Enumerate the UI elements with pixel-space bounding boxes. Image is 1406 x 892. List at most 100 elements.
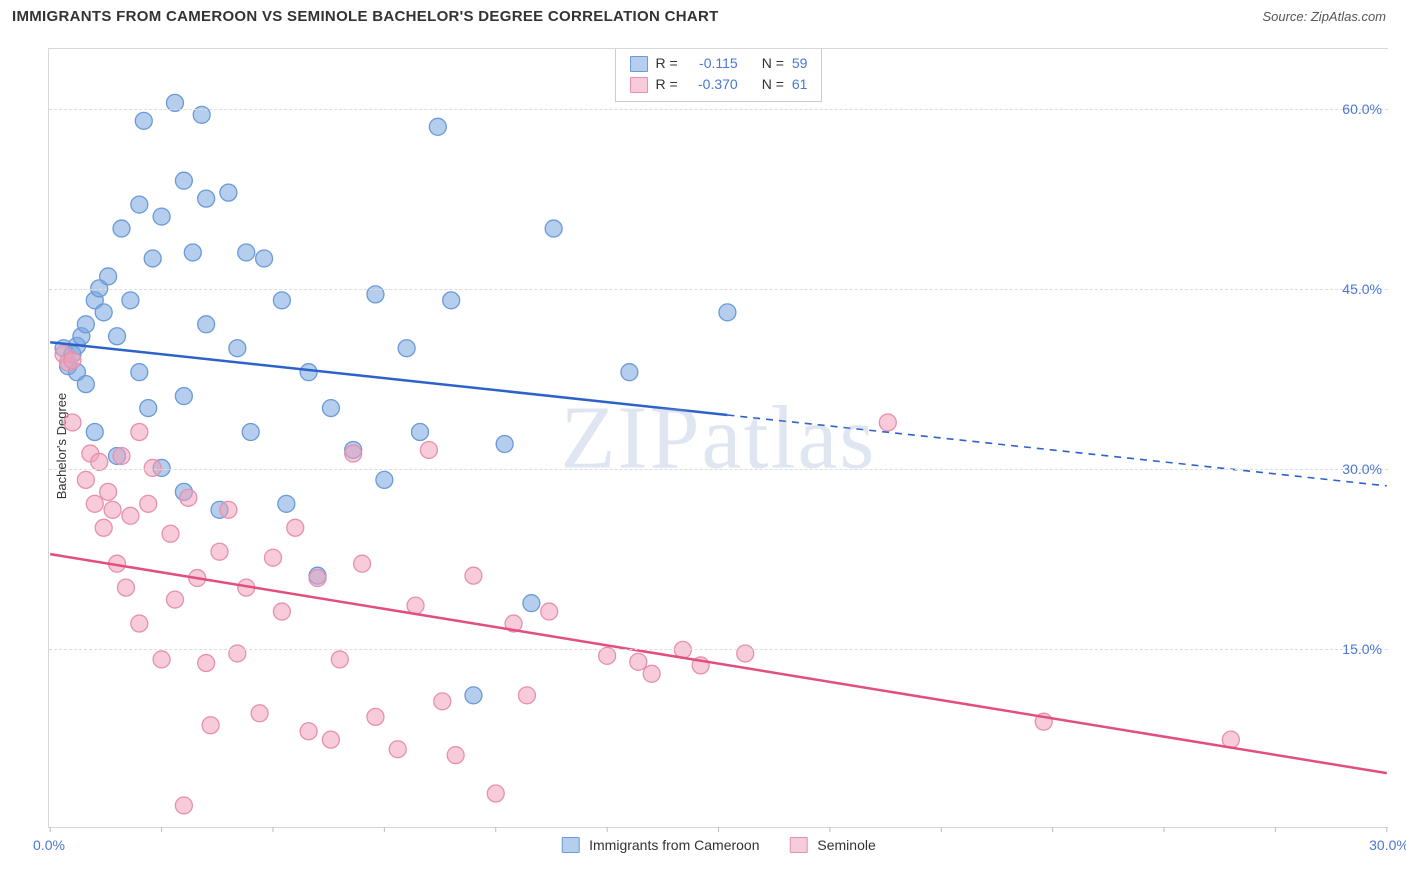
data-point bbox=[545, 220, 562, 237]
data-point bbox=[131, 424, 148, 441]
legend-stats-row-1: R = -0.115 N = 59 bbox=[630, 53, 808, 74]
data-point bbox=[202, 717, 219, 734]
data-point bbox=[140, 400, 157, 417]
data-point bbox=[220, 501, 237, 518]
data-point bbox=[737, 645, 754, 662]
data-point bbox=[322, 400, 339, 417]
data-point bbox=[198, 316, 215, 333]
data-point bbox=[153, 208, 170, 225]
data-point bbox=[465, 687, 482, 704]
data-point bbox=[322, 731, 339, 748]
data-point bbox=[719, 304, 736, 321]
data-point bbox=[100, 483, 117, 500]
y-tick-label: 15.0% bbox=[1342, 641, 1382, 657]
data-point bbox=[447, 747, 464, 764]
legend-swatch-2 bbox=[790, 837, 808, 853]
data-point bbox=[412, 424, 429, 441]
data-point bbox=[140, 495, 157, 512]
data-point bbox=[122, 292, 139, 309]
data-point bbox=[273, 292, 290, 309]
legend-swatch-pink bbox=[630, 77, 648, 93]
data-point bbox=[487, 785, 504, 802]
data-point bbox=[95, 304, 112, 321]
legend-swatch-blue bbox=[630, 56, 648, 72]
data-point bbox=[162, 525, 179, 542]
data-point bbox=[198, 190, 215, 207]
data-point bbox=[429, 118, 446, 135]
data-point bbox=[256, 250, 273, 267]
data-point bbox=[420, 441, 437, 458]
x-tick-label: 30.0% bbox=[1369, 837, 1406, 853]
data-point bbox=[91, 453, 108, 470]
legend-label-2: Seminole bbox=[817, 837, 875, 853]
data-point bbox=[113, 447, 130, 464]
data-point bbox=[135, 112, 152, 129]
data-point bbox=[265, 549, 282, 566]
data-point bbox=[77, 471, 94, 488]
data-point bbox=[77, 316, 94, 333]
data-point bbox=[496, 436, 513, 453]
chart-title: IMMIGRANTS FROM CAMEROON VS SEMINOLE BAC… bbox=[12, 8, 719, 25]
data-point bbox=[434, 693, 451, 710]
data-point bbox=[443, 292, 460, 309]
data-point bbox=[77, 376, 94, 393]
data-point bbox=[300, 723, 317, 740]
data-point bbox=[175, 797, 192, 814]
data-point bbox=[86, 424, 103, 441]
data-point bbox=[131, 615, 148, 632]
plot-area: ZIPatlas R = -0.115 N = 59 R = -0.370 N … bbox=[48, 48, 1388, 828]
y-tick-label: 30.0% bbox=[1342, 461, 1382, 477]
legend-stats-row-2: R = -0.370 N = 61 bbox=[630, 74, 808, 95]
data-point bbox=[122, 507, 139, 524]
data-point bbox=[104, 501, 121, 518]
data-point bbox=[345, 445, 362, 462]
legend-item-2: Seminole bbox=[790, 837, 876, 853]
n-label: N = bbox=[762, 74, 784, 95]
data-point bbox=[389, 741, 406, 758]
data-point bbox=[100, 268, 117, 285]
data-point bbox=[229, 645, 246, 662]
data-point bbox=[367, 708, 384, 725]
data-point bbox=[198, 655, 215, 672]
y-tick-label: 60.0% bbox=[1342, 101, 1382, 117]
data-point bbox=[64, 352, 81, 369]
data-point bbox=[144, 459, 161, 476]
data-point bbox=[879, 414, 896, 431]
data-point bbox=[523, 595, 540, 612]
data-point bbox=[109, 328, 126, 345]
legend-bottom: Immigrants from Cameroon Seminole bbox=[561, 837, 876, 853]
data-point bbox=[131, 364, 148, 381]
data-point bbox=[273, 603, 290, 620]
data-point bbox=[309, 570, 326, 587]
data-point bbox=[630, 653, 647, 670]
n-label: N = bbox=[762, 53, 784, 74]
data-point bbox=[621, 364, 638, 381]
r-value-1: -0.115 bbox=[686, 53, 738, 74]
trend-line bbox=[50, 554, 1387, 773]
data-point bbox=[113, 220, 130, 237]
data-point bbox=[153, 651, 170, 668]
data-point bbox=[229, 340, 246, 357]
data-point bbox=[278, 495, 295, 512]
data-point bbox=[95, 519, 112, 536]
data-point bbox=[407, 597, 424, 614]
data-point bbox=[465, 567, 482, 584]
trend-line-dashed bbox=[727, 415, 1386, 486]
r-label: R = bbox=[656, 53, 678, 74]
n-value-1: 59 bbox=[792, 53, 808, 74]
x-tick-label: 0.0% bbox=[33, 837, 65, 853]
data-point bbox=[144, 250, 161, 267]
data-point bbox=[64, 414, 81, 431]
data-point bbox=[287, 519, 304, 536]
data-point bbox=[300, 364, 317, 381]
data-point bbox=[242, 424, 259, 441]
data-point bbox=[518, 687, 535, 704]
data-point bbox=[541, 603, 558, 620]
data-point bbox=[180, 489, 197, 506]
legend-swatch-1 bbox=[561, 837, 579, 853]
data-point bbox=[117, 579, 134, 596]
data-point bbox=[175, 172, 192, 189]
scatter-svg bbox=[49, 49, 1388, 827]
data-point bbox=[131, 196, 148, 213]
legend-item-1: Immigrants from Cameroon bbox=[561, 837, 759, 853]
